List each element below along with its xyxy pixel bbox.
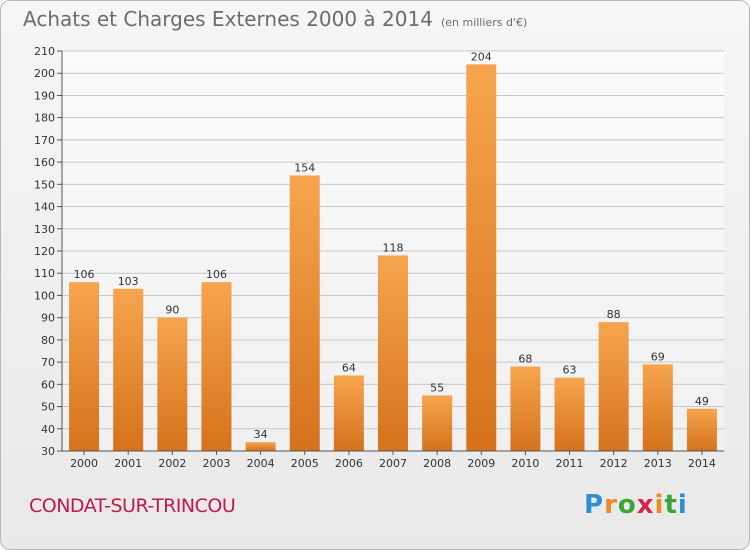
y-tick-label: 40 (41, 423, 55, 436)
y-axis: 30 40 50 60 70 80 90 100 110 120 130 140 150 160 170 18… (34, 45, 63, 458)
y-tick-label: 150 (34, 178, 55, 191)
bar-2012 (598, 322, 629, 451)
logo-letter: r (604, 490, 618, 520)
bar-value-label: 68 (518, 353, 532, 366)
x-tick-label: 2007 (379, 457, 407, 470)
y-tick-label: 200 (34, 67, 55, 80)
y-tick-label: 140 (34, 201, 55, 214)
bar-2014 (686, 408, 717, 451)
bar-value-label: 64 (342, 361, 356, 374)
bar-2003 (201, 282, 232, 451)
chart-unit: (en milliers d'€) (440, 16, 528, 29)
x-tick-label: 2003 (202, 457, 230, 470)
y-tick-label: 130 (34, 223, 55, 236)
y-tick-label: 80 (41, 334, 55, 347)
y-tick-label: 30 (41, 445, 55, 458)
bar-value-label: 69 (651, 350, 665, 363)
x-tick-label: 2005 (291, 457, 319, 470)
y-tick-label: 160 (34, 156, 55, 169)
bar-2005 (289, 175, 320, 451)
bar-value-label: 88 (607, 308, 621, 321)
bar-2009 (466, 64, 497, 452)
y-tick-label: 70 (41, 356, 55, 369)
y-tick-label: 190 (34, 89, 55, 102)
proxiti-logo: Proxiti (584, 490, 688, 520)
x-tick-label: 2001 (114, 457, 142, 470)
bar-value-label: 103 (118, 275, 139, 288)
x-tick-label: 2000 (70, 457, 98, 470)
commune-name: CONDAT-SUR-TRINCOU (29, 495, 236, 517)
logo-letter: t (664, 490, 678, 520)
bar-value-label: 106 (74, 268, 95, 281)
logo-letter: P (584, 490, 605, 520)
bar-2002 (157, 317, 188, 451)
y-tick-label: 100 (34, 289, 55, 302)
bar-2000 (69, 282, 100, 451)
logo-letter: i (654, 490, 665, 520)
y-tick-label: 170 (34, 134, 55, 147)
bar-2001 (113, 288, 144, 451)
chart-title-text: Achats et Charges Externes 2000 à 2014 (23, 7, 433, 31)
x-tick-label: 2009 (467, 457, 495, 470)
x-tick-label: 2010 (511, 457, 539, 470)
y-tick-label: 60 (41, 378, 55, 391)
y-tick-label: 110 (34, 267, 55, 280)
x-tick-label: 2014 (688, 457, 716, 470)
bar-2010 (510, 366, 541, 451)
x-axis: 2000 2001 2002 2003 2004 2005 2006 2007 2008 2009… (62, 450, 724, 470)
x-tick-label: 2013 (644, 457, 672, 470)
x-tick-label: 2012 (600, 457, 628, 470)
y-tick-label: 180 (34, 112, 55, 125)
bar-value-label: 49 (695, 395, 709, 408)
bar-value-label: 90 (165, 304, 179, 317)
chart-title: Achats et Charges Externes 2000 à 2014 (e… (23, 7, 527, 31)
bar-value-label: 106 (206, 268, 227, 281)
bars-group: 106 103 90 106 34 154 64 118 55 204 68 63 88 69 49 (69, 50, 717, 452)
y-tick-label: 120 (34, 245, 55, 258)
x-tick-label: 2011 (556, 457, 584, 470)
logo-letter: o (617, 490, 637, 520)
bar-2011 (554, 377, 585, 451)
y-tick-label: 90 (41, 312, 55, 325)
bar-value-label: 118 (383, 241, 404, 254)
bar-value-label: 63 (563, 364, 577, 377)
bar-2007 (378, 255, 408, 451)
logo-letter: x (636, 490, 655, 520)
x-tick-label: 2008 (423, 457, 451, 470)
bar-value-label: 204 (471, 50, 492, 63)
bar-2013 (642, 364, 673, 451)
y-tick-label: 50 (41, 401, 55, 414)
bar-2006 (333, 375, 364, 451)
bar-value-label: 55 (430, 381, 444, 394)
x-tick-label: 2004 (247, 457, 275, 470)
bar-2004 (245, 442, 276, 451)
y-tick-label: 210 (34, 45, 55, 58)
bar-value-label: 154 (294, 161, 315, 174)
bar-value-label: 34 (254, 428, 268, 441)
logo-letter: i (677, 490, 688, 520)
x-tick-label: 2002 (158, 457, 186, 470)
bar-2008 (422, 395, 453, 451)
x-tick-label: 2006 (335, 457, 363, 470)
